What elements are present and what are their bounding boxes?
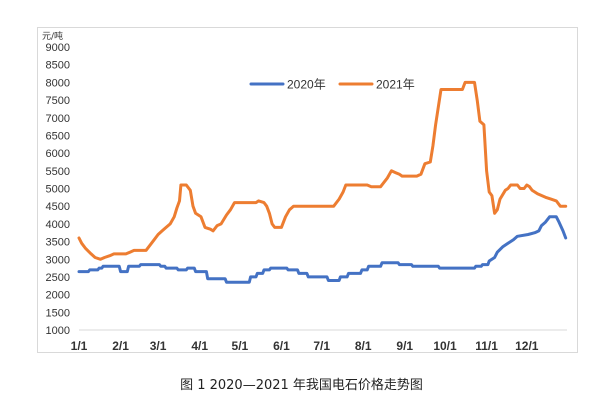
y-tick-label: 4000	[46, 219, 70, 231]
y-tick-label: 5500	[46, 166, 70, 178]
y-tick-label: 8500	[46, 60, 70, 72]
series-line-2	[77, 80, 568, 261]
line-chart: 元/吨 1000 1500 2000 2500 3000 3500 4000 4500 5000 5…	[42, 30, 568, 353]
x-tick-label: 4/1	[191, 339, 208, 353]
x-tick-label: 1/1	[71, 339, 88, 353]
y-tick-label: 6000	[46, 148, 70, 160]
y-unit-label: 元/吨	[42, 30, 63, 42]
x-tick-label: 2/1	[112, 339, 129, 353]
x-tick-label: 6/1	[273, 339, 290, 353]
y-tick-label: 2000	[46, 290, 70, 302]
y-tick-label: 8000	[46, 77, 70, 89]
y-tick-label: 3000	[46, 254, 70, 266]
y-tick-label: 7000	[46, 113, 70, 125]
y-tick-label: 5000	[46, 184, 70, 196]
x-tick-label: 8/1	[355, 339, 372, 353]
x-tick-label: 5/1	[232, 339, 249, 353]
y-tick-label: 3500	[46, 237, 70, 249]
y-tick-label: 6500	[46, 130, 70, 142]
chart-frame: 元/吨 1000 1500 2000 2500 3000 3500 4000 4500 5000 5…	[37, 27, 578, 353]
figure-caption: 图 1 2020—2021 年我国电石价格走势图	[180, 378, 423, 393]
y-tick-label: 4500	[46, 201, 70, 213]
legend-label-2: 2021年	[376, 78, 415, 92]
legend-label-1: 2020年	[287, 78, 326, 92]
x-tick-label: 7/1	[313, 339, 330, 353]
y-tick-label: 9000	[46, 42, 70, 54]
x-tick-label: 11/1	[475, 339, 498, 353]
series-line-1	[77, 215, 568, 284]
y-tick-label: 1000	[46, 325, 70, 337]
x-tick-label: 10/1	[433, 339, 457, 353]
x-tick-label: 12/1	[515, 339, 539, 353]
y-tick-label: 7500	[46, 95, 70, 107]
x-tick-label: 9/1	[396, 339, 413, 353]
y-tick-label: 2500	[46, 272, 70, 284]
y-tick-label: 1500	[46, 307, 70, 319]
x-tick-label: 3/1	[150, 339, 167, 353]
